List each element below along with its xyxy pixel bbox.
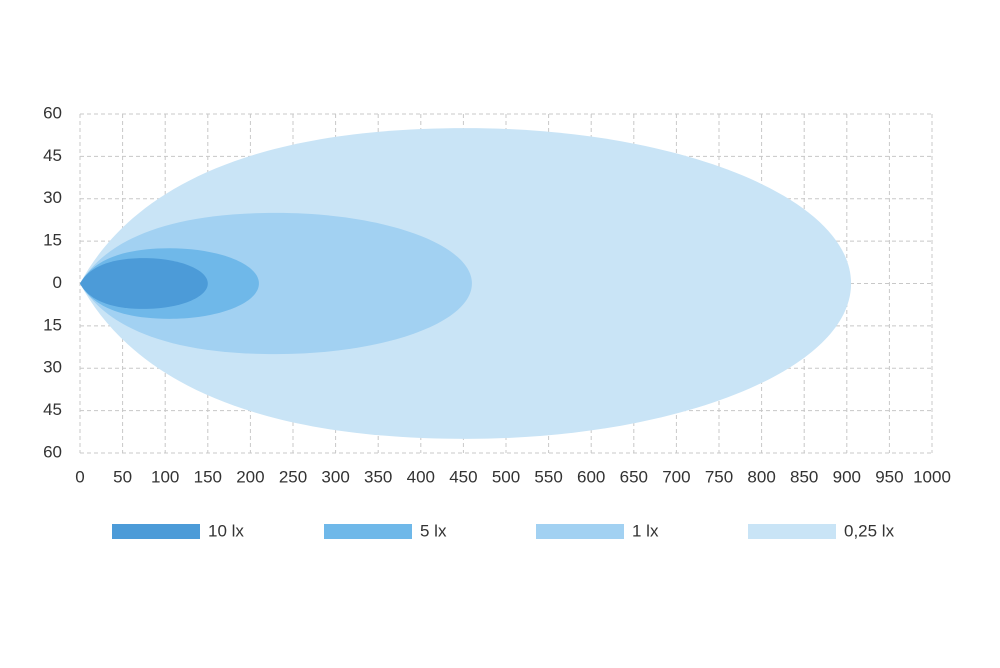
y-tick-label: 15 [43, 315, 62, 334]
x-tick-label: 450 [449, 467, 477, 486]
x-tick-label: 650 [620, 467, 648, 486]
y-tick-label: 30 [43, 358, 62, 377]
x-tick-label: 500 [492, 467, 520, 486]
legend-label: 0,25 lx [844, 521, 895, 540]
legend-swatch [324, 524, 412, 539]
y-tick-label: 30 [43, 188, 62, 207]
x-tick-label: 1000 [913, 467, 951, 486]
beams [80, 128, 852, 439]
legend-swatch [748, 524, 836, 539]
x-tick-label: 850 [790, 467, 818, 486]
x-tick-label: 750 [705, 467, 733, 486]
isolux-area [80, 258, 208, 309]
x-tick-label: 100 [151, 467, 179, 486]
isolux-area [80, 212, 472, 355]
x-tick-label: 600 [577, 467, 605, 486]
x-tick-label: 800 [747, 467, 775, 486]
legend: 10 lx 5 lx 1 lx 0,25 lx [112, 521, 895, 540]
x-tick-label: 50 [113, 467, 132, 486]
x-tick-label: 300 [321, 467, 349, 486]
legend-swatch [112, 524, 200, 539]
y-tick-label: 0 [53, 273, 62, 292]
y-tick-label: 45 [43, 400, 62, 419]
x-tick-label: 250 [279, 467, 307, 486]
x-tick-label: 950 [875, 467, 903, 486]
x-tick-label: 550 [534, 467, 562, 486]
x-tick-label: 150 [194, 467, 222, 486]
x-tick-label: 350 [364, 467, 392, 486]
y-tick-label: 15 [43, 231, 62, 250]
y-tick-label: 60 [43, 442, 62, 461]
x-tick-label: 400 [407, 467, 435, 486]
x-tick-label: 200 [236, 467, 264, 486]
x-tick-label: 0 [75, 467, 84, 486]
y-tick-label: 45 [43, 146, 62, 165]
x-tick-label: 900 [833, 467, 861, 486]
legend-label: 5 lx [420, 521, 447, 540]
legend-swatch [536, 524, 624, 539]
y-tick-label: 60 [43, 103, 62, 122]
x-tick-label: 700 [662, 467, 690, 486]
legend-label: 1 lx [632, 521, 659, 540]
legend-label: 10 lx [208, 521, 244, 540]
